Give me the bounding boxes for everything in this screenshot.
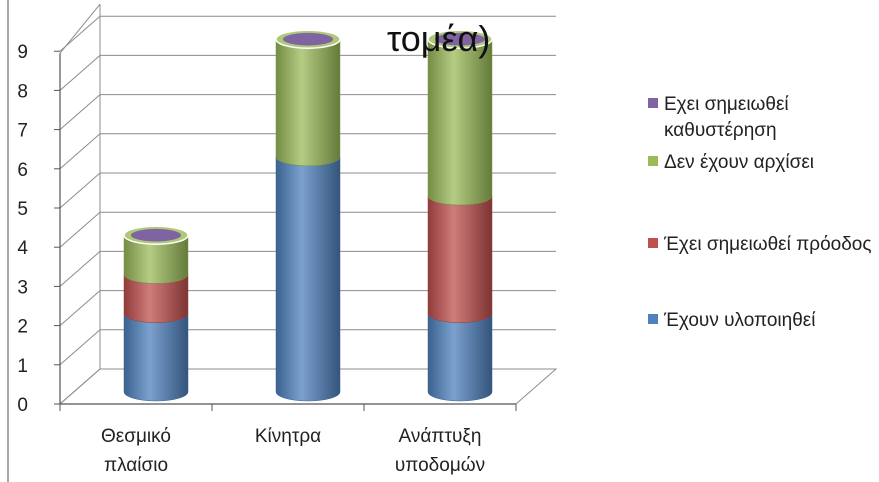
y-tick-label: 1 bbox=[17, 356, 28, 377]
y-tick-label: 5 bbox=[17, 199, 28, 220]
grid-side-line bbox=[59, 133, 101, 170]
y-tick-label: 6 bbox=[17, 160, 28, 181]
legend-label: Έχει σημειωθεί πρόοδος bbox=[664, 234, 872, 255]
bar-segment bbox=[123, 313, 189, 402]
legend-swatch bbox=[648, 156, 658, 166]
grid-side-line bbox=[59, 290, 101, 326]
legend-item: Δεν έχουν αρχίσει bbox=[648, 150, 874, 176]
legend-swatch bbox=[648, 98, 658, 108]
grid-side-line bbox=[59, 172, 101, 209]
cylinder-top-marker bbox=[283, 32, 333, 46]
legend-item: Έχει σημειωθεί πρόοδος bbox=[648, 232, 874, 258]
cylinder-top-marker bbox=[435, 32, 485, 46]
y-tick-label: 8 bbox=[17, 81, 28, 102]
legend-swatch bbox=[648, 238, 658, 248]
bar-segment bbox=[427, 313, 493, 402]
legend-label: Εχει σημειωθεί καθυστέρηση bbox=[664, 94, 789, 141]
bar-segment bbox=[427, 39, 493, 206]
x-category-label: υποδομών bbox=[395, 455, 485, 476]
bar-segment bbox=[427, 195, 493, 323]
grid-side-line bbox=[59, 55, 101, 91]
chart-title: τομέα) bbox=[387, 18, 490, 59]
y-tick-label: 2 bbox=[17, 317, 28, 338]
grid-side-line bbox=[59, 211, 101, 248]
y-tick-label: 0 bbox=[17, 395, 28, 416]
legend-label: Δεν έχουν αρχίσει bbox=[664, 152, 815, 173]
cylinder-top-marker bbox=[131, 228, 181, 242]
grid-side-line bbox=[59, 329, 101, 366]
legend-swatch bbox=[648, 314, 658, 324]
y-tick-label: 9 bbox=[17, 42, 28, 63]
x-category-label: Κίνητρα bbox=[255, 426, 321, 447]
x-category-label: Θεσμικό bbox=[101, 426, 171, 447]
legend-item: Έχουν υλοποιηθεί bbox=[648, 308, 874, 334]
legend-label: Έχουν υλοποιηθεί bbox=[664, 310, 816, 331]
side-wall-top bbox=[59, 3, 101, 54]
bar-segment bbox=[275, 156, 341, 402]
grid-side-line bbox=[59, 94, 101, 130]
bar-segment bbox=[275, 39, 341, 167]
grid-side-line bbox=[59, 251, 101, 287]
x-category-label: Ανάπτυξη bbox=[399, 426, 482, 447]
x-category-label: πλαίσιο bbox=[104, 455, 168, 476]
y-tick-label: 4 bbox=[17, 238, 28, 259]
legend-item: Εχει σημειωθεί καθυστέρηση bbox=[648, 92, 874, 144]
y-tick-label: 7 bbox=[17, 121, 28, 142]
y-tick-label: 3 bbox=[17, 277, 28, 298]
